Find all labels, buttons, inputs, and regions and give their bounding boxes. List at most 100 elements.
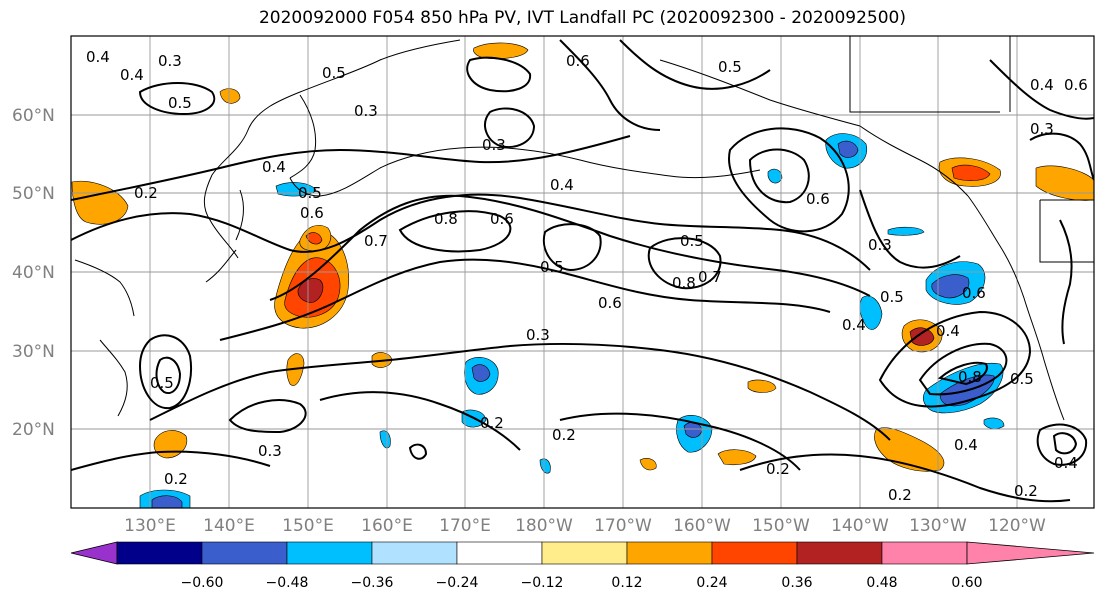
contour-label: 0.2	[888, 486, 912, 504]
contour-label: 0.2	[164, 470, 188, 488]
lat-tick-label: 60°N	[12, 106, 55, 126]
colorbar-segment	[541, 541, 628, 565]
plot-title: 2020092000 F054 850 hPa PV, IVT Landfall…	[258, 8, 906, 28]
lon-tick-label: 120°W	[988, 516, 1046, 536]
lon-tick-label: 140°W	[831, 516, 889, 536]
contour-label: 0.5	[150, 374, 174, 392]
shade-region	[1035, 165, 1094, 201]
contour-label: 0.2	[480, 414, 504, 432]
shade-region	[767, 168, 783, 184]
contour-label: 0.3	[1030, 120, 1054, 138]
colorbar-segment	[711, 541, 798, 565]
lat-tick-label: 50°N	[12, 184, 55, 204]
colorbar-segment	[201, 541, 288, 565]
contour-label: 0.4	[1030, 76, 1054, 94]
contour-label: 0.4	[842, 316, 866, 334]
colorbar: −0.60 −0.48 −0.36 −0.24 −0.12 0.12 0.24 …	[70, 541, 1095, 591]
map-border	[70, 35, 1095, 509]
map-panel: 0.4 0.3 0.4 0.5 0.3 0.5 0.6 0.5 0.3 0.2 …	[71, 36, 1094, 508]
contour-label: 0.7	[364, 232, 388, 250]
contour-label: 0.6	[566, 52, 590, 70]
colorbar-left-arrow	[70, 541, 118, 565]
lon-tick-label: 170°E	[439, 516, 491, 536]
contour-label: 0.5	[680, 232, 704, 250]
lon-tick-label: 150°W	[752, 516, 810, 536]
longitude-labels: 130°E 140°E 150°E 160°E 170°E 180°W 170°…	[124, 516, 1046, 536]
lat-tick-label: 20°N	[12, 420, 55, 440]
lon-tick-label: 130°W	[909, 516, 967, 536]
colorbar-segment	[371, 541, 458, 565]
colorbar-segment	[456, 541, 543, 565]
colorbar-tick-label: 0.24	[696, 575, 727, 591]
colorbar-segment	[881, 541, 968, 565]
coastlines	[74, 36, 1094, 421]
lon-tick-label: 140°E	[203, 516, 255, 536]
contour-label: 0.4	[936, 322, 960, 340]
contour-lines	[71, 39, 1094, 503]
contour-label: 0.3	[868, 236, 892, 254]
contour-label: 0.8	[958, 368, 982, 386]
contour-label: 0.7	[698, 268, 722, 286]
shade-region	[837, 140, 859, 158]
contour-label: 0.6	[598, 294, 622, 312]
contour-label: 0.4	[954, 436, 978, 454]
shade-region	[747, 379, 777, 393]
colorbar-tick-label: 0.48	[866, 575, 897, 591]
contour-label: 0.5	[540, 258, 564, 276]
contour-label: 0.5	[1010, 370, 1034, 388]
colorbar-tick-label: 0.36	[781, 575, 812, 591]
contour-label: 0.2	[1014, 482, 1038, 500]
lon-tick-label: 150°E	[282, 516, 334, 536]
shade-region	[151, 495, 183, 508]
lon-tick-label: 160°W	[673, 516, 731, 536]
contour-label: 0.6	[962, 284, 986, 302]
contour-label: 0.5	[298, 184, 322, 202]
contour-label: 0.3	[354, 102, 378, 120]
contour-label: 0.4	[1054, 454, 1078, 472]
colorbar-tick-label: 0.60	[951, 575, 982, 591]
contour-label: 0.6	[490, 210, 514, 228]
lat-tick-label: 30°N	[12, 342, 55, 362]
lat-tick-label: 40°N	[12, 263, 55, 283]
shade-region	[379, 430, 391, 449]
contour-labels: 0.4 0.3 0.4 0.5 0.3 0.5 0.6 0.5 0.3 0.2 …	[86, 48, 1088, 504]
colorbar-segment	[286, 541, 373, 565]
shade-region	[931, 274, 970, 299]
contour-label: 0.2	[134, 184, 158, 202]
contour-label: 0.6	[300, 204, 324, 222]
shade-region	[717, 449, 757, 466]
shade-region	[473, 42, 529, 60]
colorbar-tick-label: −0.60	[181, 575, 224, 591]
shade-region	[951, 164, 991, 181]
colorbar-right-arrow	[966, 541, 1095, 565]
colorbar-tick-label: 0.12	[611, 575, 642, 591]
contour-label: 0.5	[718, 58, 742, 76]
lon-tick-label: 160°E	[361, 516, 413, 536]
colorbar-tick-label: −0.24	[436, 575, 479, 591]
shade-region	[305, 232, 323, 245]
contour-label: 0.4	[120, 66, 144, 84]
contour-label: 0.8	[434, 210, 458, 228]
contour-label: 0.4	[86, 48, 110, 66]
colorbar-tick-label: −0.36	[351, 575, 394, 591]
lon-tick-label: 180°W	[515, 516, 573, 536]
lon-tick-label: 170°W	[594, 516, 652, 536]
contour-label: 0.6	[1064, 76, 1088, 94]
colorbar-segment	[116, 541, 203, 565]
contour-label: 0.4	[262, 158, 286, 176]
colorbar-tick-label: −0.12	[521, 575, 564, 591]
contour-label: 0.2	[766, 460, 790, 478]
contour-label: 0.3	[526, 326, 550, 344]
shade-region	[909, 327, 935, 346]
contour-label: 0.3	[158, 52, 182, 70]
contour-label: 0.3	[482, 136, 506, 154]
colorbar-segment	[626, 541, 713, 565]
contour-label: 0.5	[168, 94, 192, 112]
shade-region	[219, 88, 241, 104]
lon-tick-label: 130°E	[124, 516, 176, 536]
colorbar-segment	[796, 541, 883, 565]
contour-label: 0.3	[258, 442, 282, 460]
contour-label: 0.5	[322, 64, 346, 82]
shade-region	[983, 417, 1005, 430]
